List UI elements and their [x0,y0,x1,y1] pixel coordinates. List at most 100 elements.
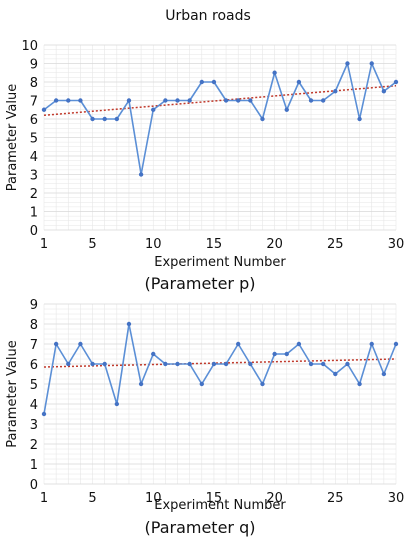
y-axis-label: Parameter Value [5,340,20,447]
data-point [223,98,229,103]
y-tick-label: 4 [30,398,38,413]
data-point [345,361,350,367]
x-tick-label: 5 [88,237,96,252]
data-point [114,116,120,122]
data-point [248,361,253,367]
trendline [43,358,397,368]
data-point [78,341,83,347]
y-tick-label: 7 [30,338,38,353]
y-tick-label: 5 [30,378,38,393]
y-tick-label: 5 [30,132,38,147]
y-tick-label: 0 [30,478,38,493]
data-point [78,98,83,103]
x-tick-label: 10 [145,237,162,252]
data-point [211,361,217,367]
data-point [126,321,132,327]
data-point [53,341,59,347]
y-tick-label: 8 [30,76,38,91]
data-point [296,341,302,347]
data-point [393,341,399,347]
trendline [43,84,397,117]
x-tick-label: 5 [88,491,96,506]
data-point [199,381,204,387]
data-point [114,401,120,407]
data-point [66,98,71,103]
y-tick-label: 4 [30,150,38,165]
data-point [223,361,229,367]
x-tick-label: 25 [327,491,344,506]
x-tick-label: 10 [145,491,162,506]
data-point [187,361,192,367]
data-point [272,351,277,357]
y-tick-label: 7 [30,95,38,110]
chart-caption: (Parameter q) [145,518,256,537]
y-tick-label: 8 [30,318,38,333]
data-point [284,351,289,357]
data-point [369,341,374,347]
data-point [357,116,362,122]
data-point [272,70,277,75]
y-tick-label: 2 [30,438,38,453]
y-tick-label: 2 [30,187,38,202]
y-tick-label: 6 [30,358,38,373]
data-point [381,371,387,377]
x-tick-label: 30 [388,491,405,506]
grid [43,303,397,485]
y-tick-label: 0 [30,224,38,239]
data-point [236,341,241,347]
data-point [138,172,144,177]
data-point [41,411,47,417]
data-point [308,98,314,103]
data-point [187,98,192,103]
y-tick-label: 3 [30,169,38,184]
data-point [260,381,265,387]
data-point [90,116,95,122]
data-point [320,98,326,103]
data-point [163,361,168,367]
data-point [211,79,217,85]
data-point [333,89,338,94]
data-point [102,116,107,122]
data-point [320,361,326,367]
data-point [66,361,71,367]
data-point [199,79,204,85]
y-tick-label: 1 [30,206,38,221]
x-tick-label: 25 [327,237,344,252]
x-tick-label: 1 [40,237,48,252]
x-axis-label: Experiment Number [154,498,286,513]
y-tick-label: 9 [30,298,38,313]
data-point [393,79,399,85]
data-point [308,361,314,367]
data-point [53,98,59,103]
data-point [151,107,156,112]
x-tick-label: 15 [206,491,223,506]
chart-caption: (Parameter p) [145,274,256,293]
x-tick-label: 30 [388,237,405,252]
data-point [369,61,374,66]
x-tick-label: 1 [40,491,48,506]
data-point [296,79,302,85]
x-tick-label: 20 [266,237,283,252]
chart-title: Urban roads [165,8,251,24]
data-point [284,107,289,112]
y-tick-label: 3 [30,418,38,433]
data-point [260,116,265,122]
data-point [236,98,241,103]
x-tick-label: 20 [266,491,283,506]
y-tick-label: 1 [30,458,38,473]
data-point [357,381,362,387]
data-point [138,381,144,387]
data-point [175,361,180,367]
data-point [90,361,95,367]
y-tick-label: 6 [30,113,38,128]
data-point [345,61,350,66]
data-point [248,98,253,103]
data-point [126,98,132,103]
data-point [381,89,387,94]
y-tick-label: 9 [30,58,38,73]
y-tick-label: 10 [21,39,38,54]
x-axis-label: Experiment Number [154,255,286,270]
